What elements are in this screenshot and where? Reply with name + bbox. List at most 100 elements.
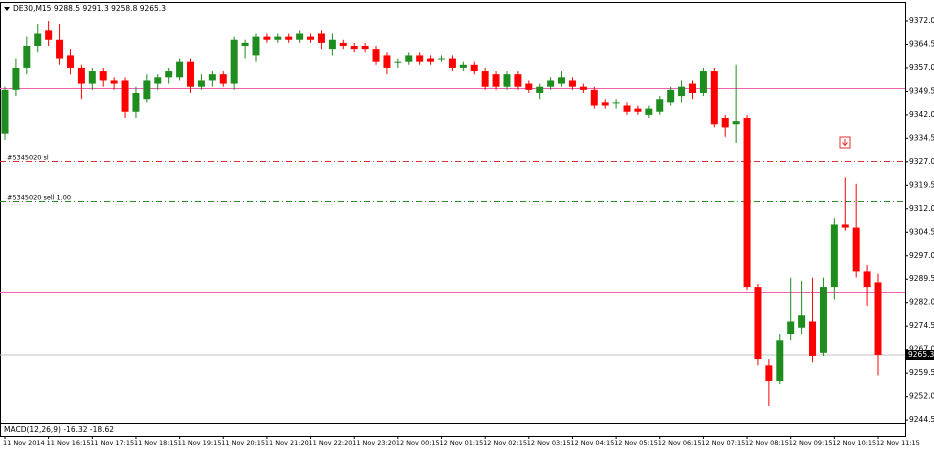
candle-body [66, 55, 74, 68]
candle-body [787, 321, 795, 335]
candle-body [1, 89, 9, 134]
candle-body [547, 80, 555, 87]
y-tick-label: 9342.0 [909, 110, 934, 119]
x-tick-label: 12 Nov 05:15 [614, 439, 658, 447]
candle-body [612, 102, 620, 104]
x-tick-label: 12 Nov 04:15 [570, 439, 614, 447]
x-tick-label: 11 Nov 17:15 [90, 439, 134, 447]
candle-body [721, 118, 729, 128]
candle-body [765, 365, 773, 381]
candle-body [863, 271, 871, 288]
candle-body [481, 71, 489, 87]
y-tick-label: 9289.5 [909, 274, 934, 283]
candle-body [503, 74, 511, 87]
candle-body [154, 77, 162, 84]
y-tick-label: 9267.0 [909, 345, 934, 354]
candle-body [372, 49, 380, 62]
y-tick-label: 9372.0 [909, 16, 934, 25]
y-tick-label: 9259.5 [909, 368, 934, 377]
plot-frame [0, 2, 906, 437]
x-tick-label: 11 Nov 16:15 [47, 439, 91, 447]
y-tick-label: 9334.5 [909, 133, 934, 142]
candle-body [699, 71, 707, 93]
candle-body [307, 36, 315, 40]
candle-body [208, 74, 216, 81]
candle-body [296, 33, 304, 40]
x-tick-label: 12 Nov 03:15 [527, 439, 571, 447]
x-tick-label: 11 Nov 23:20 [352, 439, 396, 447]
candle-body [492, 74, 500, 87]
candle-body [34, 33, 42, 47]
candle-body [143, 80, 151, 100]
candle-body [852, 227, 860, 272]
sell-arrow-box [839, 136, 851, 149]
x-tick-label: 12 Nov 10:15 [832, 439, 876, 447]
candle-body [165, 71, 173, 78]
x-tick-label: 11 Nov 18:15 [134, 439, 178, 447]
y-tick-label: 9357.0 [909, 63, 934, 72]
candle-body [285, 36, 293, 40]
candle-body [558, 77, 566, 84]
candle-body [219, 74, 227, 84]
candle-body [121, 80, 129, 112]
candle-body [525, 83, 533, 90]
candle-body [317, 33, 325, 43]
y-tick-label: 9304.5 [909, 227, 934, 236]
price-tag-box [905, 350, 934, 361]
candle-body [732, 121, 740, 125]
candle-body [688, 83, 696, 93]
candle-body [601, 102, 609, 106]
candle-body [623, 105, 631, 112]
candle-body [350, 46, 358, 50]
candle-body [710, 71, 718, 125]
y-tick-label: 9327.0 [909, 157, 934, 166]
x-tick-label: 11 Nov 22:20 [309, 439, 353, 447]
x-tick-label: 11 Nov 19:15 [178, 439, 222, 447]
candle-body [339, 42, 347, 47]
candle-body [798, 315, 806, 328]
candle-body [45, 30, 53, 40]
candle-body [667, 89, 675, 103]
candle-body [132, 92, 140, 112]
x-tick-label: 12 Nov 00:15 [396, 439, 440, 447]
x-tick-label: 12 Nov 09:15 [789, 439, 833, 447]
line-label: #5345020 sell 1.00 [7, 194, 71, 202]
candle-body [110, 80, 118, 84]
candle-body [819, 287, 827, 353]
candle-body [56, 39, 64, 59]
candle-body [383, 55, 391, 68]
candle-body [830, 224, 838, 288]
candle-body [12, 67, 20, 90]
candle-body [841, 224, 849, 228]
candle-body [176, 61, 184, 78]
y-tick-label: 9312.0 [909, 204, 934, 213]
candle-body [656, 99, 664, 112]
candle-body [754, 287, 762, 360]
candle-body [634, 108, 642, 112]
x-tick-label: 11 Nov 21:20 [265, 439, 309, 447]
macd-label: MACD(12,26,9) -16.32 -18.62 [4, 425, 114, 434]
candle-body [241, 42, 249, 47]
sell-arrow [842, 139, 848, 147]
candle-body [187, 61, 195, 87]
candle-body [197, 80, 205, 87]
y-tick-label: 9364.5 [909, 39, 934, 48]
chart-title: DE30,M15 9288.5 9291.3 9258.8 9265.3 [13, 4, 166, 13]
candle-body [405, 55, 413, 62]
candle-body [536, 86, 544, 93]
candle-body [274, 36, 282, 40]
x-tick-label: 12 Nov 11:15 [876, 439, 920, 447]
candle-body [88, 71, 96, 84]
y-tick-label: 9349.5 [909, 86, 934, 95]
candle-body [568, 80, 576, 87]
x-tick-label: 11 Nov 2014 [3, 439, 45, 447]
candle-body [470, 64, 478, 72]
candle-body [361, 46, 369, 50]
candle-body [328, 39, 336, 50]
y-tick-label: 9282.0 [909, 298, 934, 307]
y-tick-label: 9274.5 [909, 321, 934, 330]
candle-body [874, 282, 882, 356]
candle-body [590, 89, 598, 106]
